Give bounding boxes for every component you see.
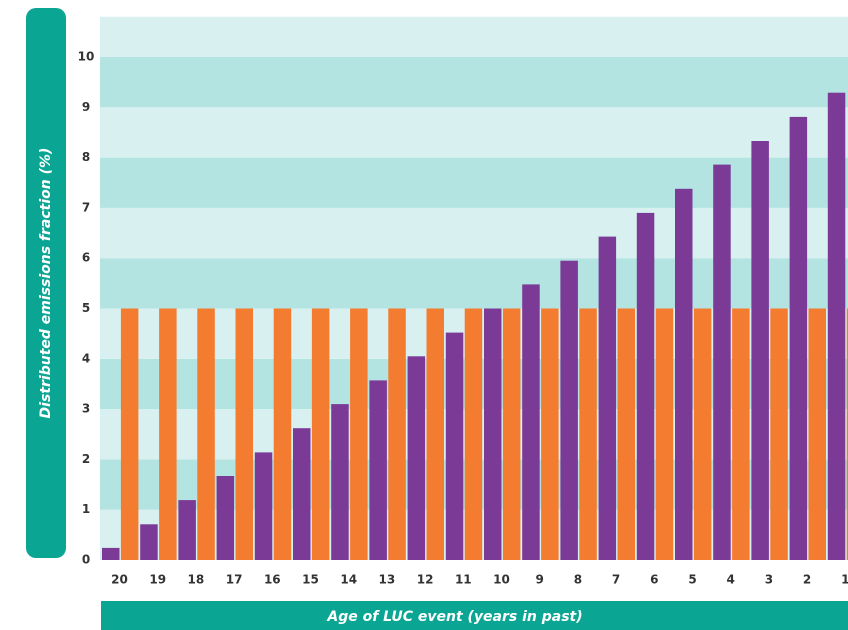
y-tick-label: 0 <box>82 553 90 567</box>
x-tick-label: 17 <box>226 573 243 587</box>
bar-distributed <box>675 188 693 561</box>
y-tick-label: 5 <box>82 301 90 315</box>
bar-distributed <box>522 284 540 560</box>
x-tick-label: 3 <box>765 573 773 587</box>
bar-equal <box>541 308 559 560</box>
x-tick-label: 1 <box>841 573 848 587</box>
bar-distributed <box>827 92 846 560</box>
y-tick-label: 3 <box>82 402 90 416</box>
bar-distributed <box>407 356 426 560</box>
bar-equal <box>808 308 826 560</box>
x-tick-label: 19 <box>149 573 166 587</box>
bar-distributed <box>102 547 120 560</box>
x-tick-label: 18 <box>188 573 205 587</box>
bar-equal <box>426 308 444 560</box>
grid-band <box>100 157 848 208</box>
bar-equal <box>617 308 635 560</box>
x-tick-label: 8 <box>574 573 582 587</box>
y-tick-label: 9 <box>82 100 90 114</box>
x-axis-title: Age of LUC event (years in past) <box>326 609 582 625</box>
x-tick-label: 16 <box>264 573 281 587</box>
x-tick-label: 11 <box>455 573 472 587</box>
x-tick-label: 6 <box>650 573 658 587</box>
bar-equal <box>693 308 712 560</box>
bar-distributed <box>789 116 808 561</box>
bar-distributed <box>484 308 502 560</box>
bar-equal <box>579 308 597 560</box>
bar-equal <box>350 308 368 560</box>
grid-band <box>100 57 848 108</box>
x-tick-label: 9 <box>536 573 544 587</box>
bar-equal <box>464 308 483 560</box>
x-tick-label: 14 <box>340 573 357 587</box>
x-tick-label: 15 <box>302 573 319 587</box>
bar-equal <box>197 308 215 560</box>
bar-distributed <box>178 500 196 560</box>
x-tick-label: 10 <box>493 573 510 587</box>
bar-equal <box>388 308 406 560</box>
bar-equal <box>159 308 177 560</box>
x-tick-label: 7 <box>612 573 620 587</box>
bar-distributed <box>369 380 387 560</box>
bar-distributed <box>216 476 235 560</box>
grid-band <box>100 107 848 158</box>
y-tick-label: 2 <box>82 452 90 466</box>
y-tick-label: 8 <box>82 150 90 164</box>
x-tick-label: 5 <box>688 573 696 587</box>
bar-equal <box>732 308 750 560</box>
bar-equal <box>655 308 674 560</box>
bar-equal <box>502 308 521 560</box>
bar-distributed <box>293 428 311 560</box>
x-tick-label: 20 <box>111 573 128 587</box>
y-axis-title: Distributed emissions fraction (%) <box>38 148 54 419</box>
y-tick-label: 10 <box>78 50 95 64</box>
bars <box>102 92 848 561</box>
grid-band <box>100 16 848 57</box>
x-tick-label: 2 <box>803 573 811 587</box>
bar-equal <box>273 308 292 560</box>
bar-distributed <box>445 332 464 560</box>
x-axis-title-box <box>101 601 848 630</box>
bar-equal <box>311 308 330 560</box>
bar-equal <box>120 308 139 560</box>
bar-distributed <box>331 404 349 560</box>
x-tick-label: 13 <box>379 573 396 587</box>
y-tick-label: 7 <box>82 200 90 214</box>
bar-distributed <box>560 260 578 560</box>
bar-equal <box>770 308 788 560</box>
bar-equal <box>235 308 253 560</box>
bar-distributed <box>598 236 617 560</box>
bar-distributed <box>713 164 731 560</box>
bar-distributed <box>140 524 158 560</box>
y-axis-title-box <box>26 8 66 558</box>
x-tick-label: 4 <box>727 573 735 587</box>
y-tick-labels: 0 1 2 3 4 5 6 7 8 9 10 <box>78 50 95 567</box>
y-tick-label: 4 <box>82 351 90 365</box>
grid-band <box>100 207 848 259</box>
bar-distributed <box>254 452 273 560</box>
x-tick-labels: 20 19 18 17 16 15 14 13 12 11 10 9 8 7 6 5 4 3 2 1 <box>111 573 848 587</box>
y-tick-label: 1 <box>82 502 90 516</box>
x-tick-label: 12 <box>417 573 434 587</box>
bar-distributed <box>636 212 655 560</box>
bar-distributed <box>751 141 769 560</box>
grid-band <box>100 258 848 309</box>
y-tick-label: 6 <box>82 251 90 265</box>
bar-equal <box>846 308 848 560</box>
